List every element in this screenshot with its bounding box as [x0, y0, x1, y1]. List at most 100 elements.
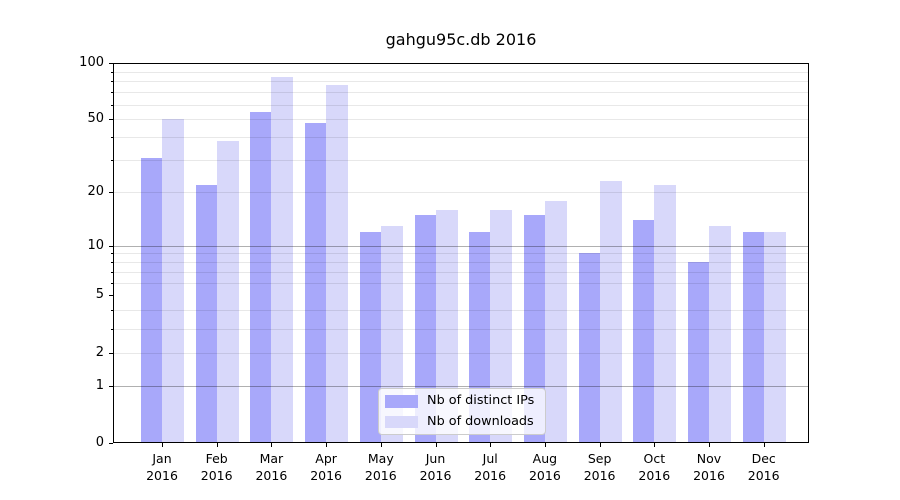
y-tick-100: [109, 63, 113, 64]
y-minor-tick-50: [111, 119, 113, 121]
gridline-y-30: [114, 160, 808, 162]
x-tick-label-may: May 2016: [364, 451, 397, 483]
gridline-y-20: [114, 192, 808, 194]
x-tick-label-mar: Mar 2016: [255, 451, 288, 483]
bar-dec-distinct-ips: [742, 231, 764, 443]
gridline-y-90: [114, 71, 808, 73]
bar-sep-downloads: [599, 181, 622, 443]
x-tick-aug: [544, 443, 546, 447]
bar-feb-distinct-ips: [195, 184, 217, 443]
x-tick-jun: [435, 443, 437, 447]
y-tick-0: [109, 443, 113, 444]
y-tick-10: [109, 245, 113, 247]
gridline-y-40: [114, 137, 808, 139]
bar-nov-distinct-ips: [688, 262, 709, 443]
y-tick-label-100: 100: [79, 55, 104, 70]
bar-mar-downloads: [271, 77, 294, 443]
gridline-y-8: [114, 262, 808, 264]
y-tick-label-5: 5: [95, 287, 104, 303]
y-tick-label-0: 0: [95, 435, 104, 450]
bar-jun-downloads: [435, 209, 458, 443]
x-tick-label-apr: Apr 2016: [310, 451, 342, 483]
legend: Nb of distinct IPs Nb of downloads: [378, 388, 546, 435]
x-tick-apr: [326, 443, 328, 447]
legend-label-downloads: Nb of downloads: [427, 413, 534, 429]
x-tick-jul: [490, 443, 492, 447]
y-tick-label-50: 50: [87, 111, 104, 127]
y-minor-tick-70: [111, 92, 113, 94]
x-tick-sep: [599, 443, 601, 447]
x-tick-label-nov: Nov 2016: [693, 451, 725, 483]
y-minor-tick-20: [111, 192, 113, 194]
y-minor-tick-80: [111, 81, 113, 83]
x-tick-jan: [162, 443, 163, 447]
y-tick-label-20: 20: [87, 184, 104, 200]
x-tick-label-jun: Jun 2016: [419, 451, 452, 483]
bar-nov-downloads: [709, 225, 731, 443]
gridline-y-80: [114, 81, 808, 83]
chart-title: gahgu95c.db 2016: [385, 30, 537, 49]
y-tick-label-2: 2: [95, 344, 104, 360]
legend-row-downloads: Nb of downloads: [385, 414, 539, 431]
x-tick-feb: [216, 443, 218, 447]
x-tick-label-jul: Jul 2016: [474, 451, 507, 483]
gridline-y-70: [114, 92, 808, 94]
x-tick-label-dec: Dec 2016: [747, 451, 780, 483]
bar-jan-downloads: [162, 119, 184, 443]
bar-jun-distinct-ips: [414, 214, 436, 443]
bar-feb-downloads: [216, 141, 239, 443]
y-tick-label-1: 1: [95, 377, 104, 393]
y-minor-tick-40: [111, 137, 113, 139]
x-tick-mar: [271, 443, 273, 447]
legend-swatch-downloads: [385, 415, 418, 428]
x-tick-label-sep: Sep 2016: [583, 451, 616, 483]
y-minor-tick-9: [111, 253, 113, 255]
gridline-y-50: [114, 119, 808, 121]
y-minor-tick-30: [111, 160, 113, 162]
bar-jul-downloads: [490, 209, 513, 443]
y-tick-1: [109, 385, 113, 387]
x-tick-label-feb: Feb 2016: [200, 451, 233, 483]
y-minor-tick-90: [111, 71, 113, 73]
legend-row-distinct-ips: Nb of distinct IPs: [385, 393, 539, 410]
gridline-y-9: [114, 253, 808, 255]
bar-oct-downloads: [654, 184, 677, 443]
y-minor-tick-8: [111, 262, 113, 264]
y-minor-tick-4: [111, 310, 113, 312]
x-tick-may: [380, 443, 382, 447]
bar-dec-downloads: [763, 231, 786, 443]
gridline-y-4: [114, 310, 808, 312]
bar-apr-downloads: [326, 85, 349, 443]
bar-oct-distinct-ips: [633, 220, 655, 443]
gridline-y-6: [114, 282, 808, 284]
y-minor-tick-3: [111, 328, 113, 330]
y-minor-tick-60: [111, 104, 113, 106]
gridline-y-10: [114, 245, 808, 247]
legend-swatch-distinct-ips: [385, 395, 418, 408]
bar-jan-distinct-ips: [141, 157, 162, 443]
bar-sep-distinct-ips: [578, 253, 600, 443]
bar-may-distinct-ips: [359, 231, 381, 443]
gridline-y-2: [114, 352, 808, 354]
gridline-y-60: [114, 104, 808, 106]
y-minor-tick-2: [111, 352, 113, 354]
y-tick-5: [109, 295, 113, 297]
y-minor-tick-6: [111, 282, 113, 284]
x-tick-label-oct: Oct 2016: [638, 451, 671, 483]
gridline-y-7: [114, 271, 808, 273]
gridline-y-1: [114, 385, 808, 387]
x-tick-dec: [763, 443, 765, 447]
x-tick-label-jan: Jan 2016: [146, 451, 178, 483]
x-tick-oct: [654, 443, 656, 447]
bar-mar-distinct-ips: [250, 111, 272, 443]
gridline-y-3: [114, 328, 808, 330]
legend-label-distinct-ips: Nb of distinct IPs: [427, 393, 535, 409]
x-tick-label-aug: Aug 2016: [528, 451, 561, 483]
y-minor-tick-7: [111, 271, 113, 273]
x-tick-nov: [709, 443, 710, 447]
y-tick-label-10: 10: [87, 237, 104, 253]
bar-aug-distinct-ips: [523, 214, 545, 443]
